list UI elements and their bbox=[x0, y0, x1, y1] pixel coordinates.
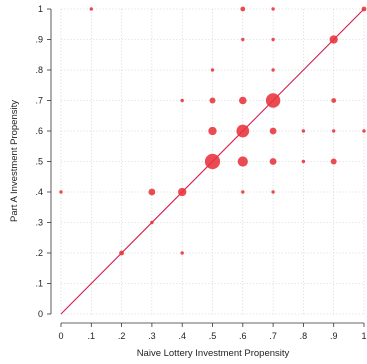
data-point bbox=[148, 188, 156, 196]
data-point bbox=[271, 68, 275, 72]
x-axis-title: Naive Lottery Investment Propensity bbox=[137, 348, 290, 359]
data-point bbox=[362, 129, 366, 133]
axes: 0 .1 .2 .3 .4 .5 .6 .7 .8 .9 1 0 .1 .2 .3 .4 .5 .6 .7 .8 .9 1 bbox=[35, 4, 366, 341]
x-tick-label: .9 bbox=[330, 331, 338, 341]
data-point bbox=[209, 97, 216, 104]
x-tick-label: .4 bbox=[178, 331, 186, 341]
data-point bbox=[271, 7, 275, 11]
y-tick-label: .2 bbox=[35, 248, 43, 258]
data-point bbox=[180, 98, 184, 103]
points-group bbox=[59, 6, 367, 256]
y-tick-label: .7 bbox=[35, 96, 43, 106]
y-tick-label: .6 bbox=[35, 126, 43, 136]
data-point bbox=[241, 37, 245, 42]
x-tick-label: 0 bbox=[58, 331, 63, 341]
data-point bbox=[301, 129, 306, 133]
data-point bbox=[330, 158, 337, 165]
data-point bbox=[271, 37, 275, 42]
data-point bbox=[269, 158, 277, 165]
data-point bbox=[178, 187, 187, 197]
y-tick-label: .3 bbox=[35, 218, 43, 228]
data-point bbox=[237, 156, 248, 167]
data-point bbox=[89, 7, 94, 11]
data-point bbox=[361, 6, 367, 12]
y-tick-label: .4 bbox=[35, 187, 43, 197]
data-point bbox=[208, 126, 217, 136]
x-tick-label: .3 bbox=[148, 331, 156, 341]
x-tick-label: .1 bbox=[88, 331, 96, 341]
data-point bbox=[204, 153, 221, 170]
data-point bbox=[331, 98, 337, 103]
data-point bbox=[240, 6, 246, 12]
x-tick-label: 1 bbox=[361, 331, 366, 341]
data-point bbox=[119, 250, 124, 256]
x-tick-label: .5 bbox=[209, 331, 217, 341]
x-tick-label: .8 bbox=[300, 331, 308, 341]
data-point bbox=[332, 129, 336, 133]
y-tick-label: .9 bbox=[35, 35, 43, 45]
y-axis-title: Part A Investment Propensity bbox=[9, 100, 20, 222]
data-point bbox=[301, 159, 306, 164]
data-point bbox=[236, 124, 250, 138]
data-point bbox=[59, 190, 63, 194]
data-point bbox=[241, 190, 245, 194]
y-tick-label: .5 bbox=[35, 157, 43, 167]
data-point bbox=[239, 96, 247, 105]
data-point bbox=[210, 68, 215, 72]
data-point bbox=[269, 127, 277, 135]
data-point bbox=[180, 251, 184, 255]
y-tick-label: 0 bbox=[38, 309, 43, 319]
y-tick-label: .1 bbox=[35, 279, 43, 289]
x-tick-label: .6 bbox=[239, 331, 247, 341]
data-point bbox=[265, 93, 281, 108]
x-tick-label: .7 bbox=[269, 331, 277, 341]
data-point bbox=[150, 220, 154, 225]
data-point bbox=[271, 190, 275, 194]
data-point bbox=[329, 35, 338, 44]
y-tick-label: .8 bbox=[35, 65, 43, 75]
y-tick-label: 1 bbox=[38, 4, 43, 14]
x-tick-label: .2 bbox=[118, 331, 126, 341]
